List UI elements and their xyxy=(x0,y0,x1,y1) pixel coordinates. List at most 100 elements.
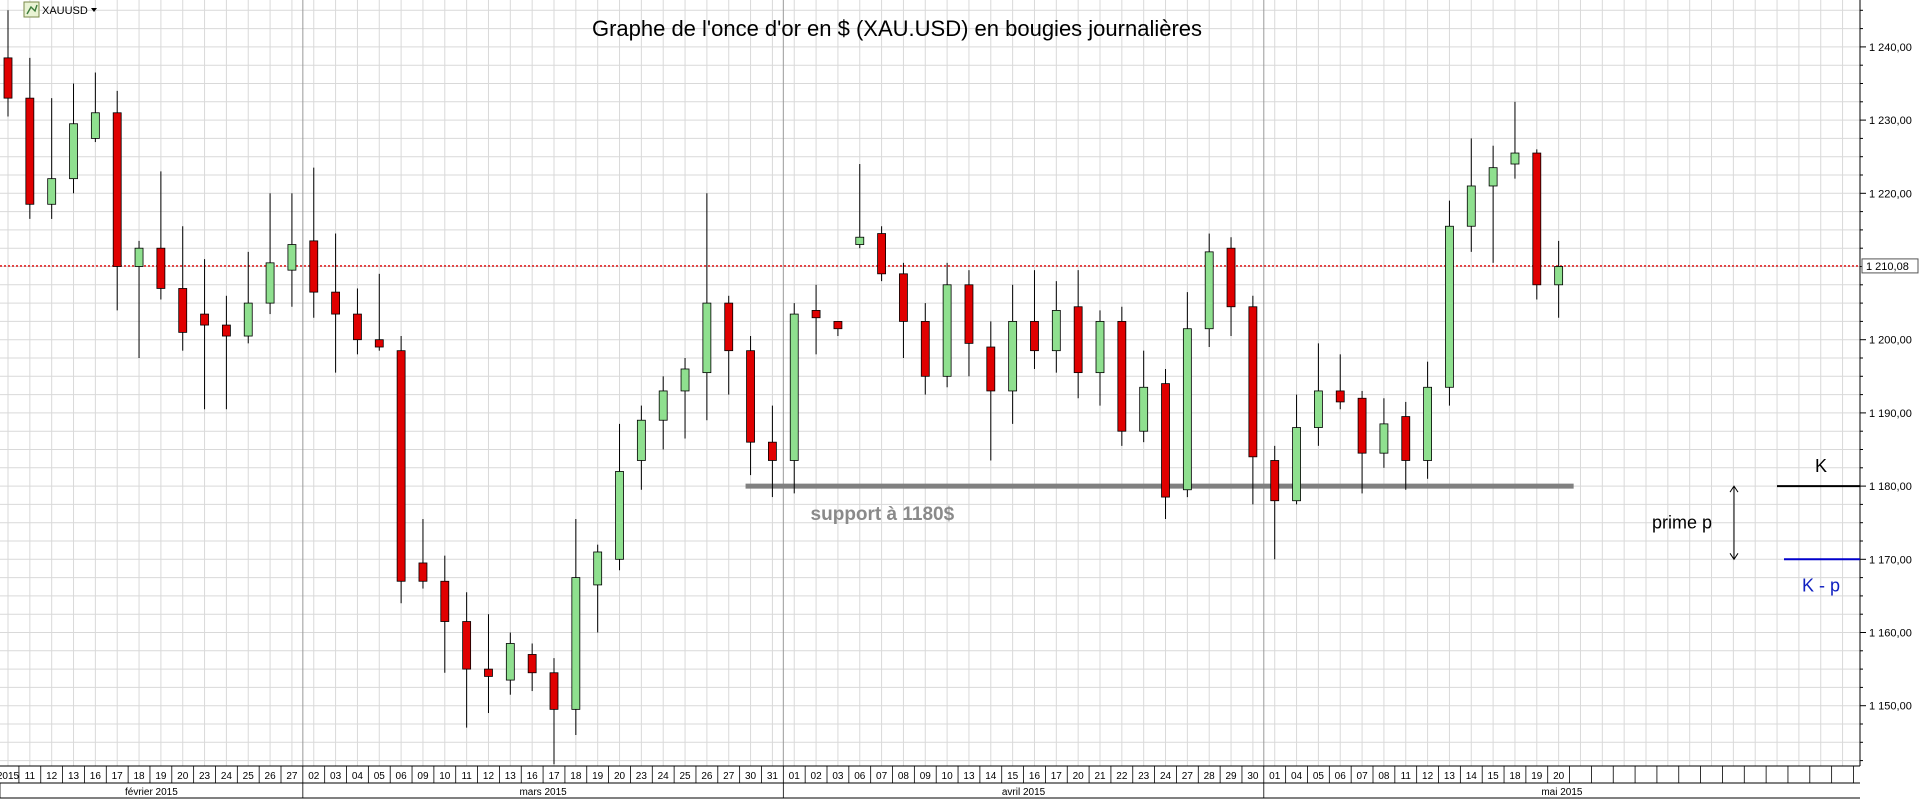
candle xyxy=(440,555,450,673)
candle-body-down xyxy=(1248,306,1258,458)
candle-body-down xyxy=(462,621,472,670)
x-tick-label: 10 xyxy=(942,771,954,782)
candle-body-down xyxy=(1073,306,1083,374)
x-tick-label: 11 xyxy=(1401,771,1412,782)
candle-body-up xyxy=(1314,390,1323,428)
x-tick-label: 17 xyxy=(548,771,560,782)
month-label: février 2015 xyxy=(125,787,178,798)
candle xyxy=(1117,306,1127,446)
candle-body-up xyxy=(505,643,515,681)
candle-body-down xyxy=(746,350,755,443)
candle xyxy=(942,262,952,388)
candle-body-up xyxy=(134,247,144,267)
x-tick-label: 27 xyxy=(723,771,735,782)
x-tick-label: 23 xyxy=(199,771,211,782)
x-tick-label: 07 xyxy=(1357,771,1369,782)
x-tick-label: 16 xyxy=(527,771,539,782)
candle-body-down xyxy=(25,97,35,205)
candle-body-down xyxy=(986,346,996,392)
current-price-label: 1 210,08 xyxy=(1866,261,1909,273)
x-tick-label: 07 xyxy=(876,771,888,782)
candle-body-up xyxy=(1510,152,1520,165)
x-tick-label: 16 xyxy=(1029,771,1041,782)
x-tick-label: 11 xyxy=(25,771,36,782)
candle xyxy=(1182,292,1192,498)
candle-body-down xyxy=(1270,460,1280,502)
x-tick-label: 05 xyxy=(1313,771,1325,782)
candle xyxy=(571,519,581,735)
x-tick-label: 04 xyxy=(352,771,364,782)
candle xyxy=(374,273,384,351)
candle-body-down xyxy=(833,320,843,330)
candle-body-up xyxy=(47,178,57,205)
x-tick-label: 20 xyxy=(177,771,189,782)
x-tick-label: 14 xyxy=(1466,771,1478,782)
y-tick-label: 1 150,00 xyxy=(1869,701,1912,713)
candle xyxy=(527,643,537,692)
candle xyxy=(1401,401,1411,490)
candle-body-down xyxy=(1357,397,1367,454)
candle-body-up xyxy=(90,112,100,139)
candle-body-up xyxy=(243,302,253,337)
candle xyxy=(353,288,362,355)
candle-body-down xyxy=(331,291,341,315)
candle-body-up xyxy=(593,551,603,586)
candle xyxy=(1073,270,1083,399)
x-tick-label: 15 xyxy=(1488,771,1500,782)
candle xyxy=(899,262,908,358)
candle-body-up xyxy=(1051,310,1061,352)
candle-body-down xyxy=(1401,416,1411,461)
x-tick-label: 13 xyxy=(1444,771,1456,782)
candle-body-down xyxy=(1335,390,1345,403)
x-tick-label: 23 xyxy=(1138,771,1150,782)
candle-body-up xyxy=(287,244,297,271)
candle xyxy=(1248,295,1258,505)
x-tick-label: 13 xyxy=(68,771,80,782)
candle xyxy=(243,251,253,344)
candle-body-down xyxy=(920,320,930,377)
candle xyxy=(221,295,231,410)
candle-body-down xyxy=(1117,320,1127,432)
candle xyxy=(200,259,209,410)
candle xyxy=(1357,390,1367,494)
candle-body-down xyxy=(549,672,559,710)
candle-body-down xyxy=(374,339,384,348)
support-label: support à 1180$ xyxy=(811,504,955,525)
candle-body-up xyxy=(615,471,624,560)
candle-body-down xyxy=(3,57,13,99)
x-tick-label: 13 xyxy=(963,771,975,782)
candle-body-up xyxy=(1466,185,1476,227)
candle-body-down xyxy=(221,324,231,337)
candle xyxy=(1030,270,1039,369)
candle-body-down xyxy=(309,240,319,293)
y-tick-label: 1 190,00 xyxy=(1869,408,1912,420)
x-tick-label: 22 xyxy=(1116,771,1128,782)
candle xyxy=(462,592,472,728)
symbol-selector[interactable]: XAUUSD xyxy=(23,1,97,18)
x-tick-label: 24 xyxy=(221,771,233,782)
candles xyxy=(3,10,1564,765)
candle xyxy=(1379,398,1389,468)
candle xyxy=(1051,281,1061,373)
x-tick-label: 20 xyxy=(614,771,626,782)
candle xyxy=(811,284,821,355)
dropdown-arrow-icon xyxy=(91,8,97,12)
candle-body-down xyxy=(200,313,209,326)
x-tick-label: 29 xyxy=(1225,771,1237,782)
x-tick-label: 31 xyxy=(767,771,779,782)
candle xyxy=(920,303,930,395)
x-tick-label: 18 xyxy=(570,771,582,782)
x-tick-label: 18 xyxy=(133,771,145,782)
x-tick-label: 01 xyxy=(789,771,801,782)
candle-body-down xyxy=(396,350,406,582)
candle-body-down xyxy=(768,441,777,461)
x-tick-label: 17 xyxy=(1051,771,1063,782)
x-tick-label: 20 xyxy=(1073,771,1085,782)
candle xyxy=(484,614,493,714)
candle-body-up xyxy=(1488,167,1498,187)
current-price-badge: 1 210,08 xyxy=(1861,258,1919,274)
x-tick-label: 30 xyxy=(745,771,757,782)
candle-body-up xyxy=(1182,328,1192,491)
candle-body-down xyxy=(527,654,537,674)
